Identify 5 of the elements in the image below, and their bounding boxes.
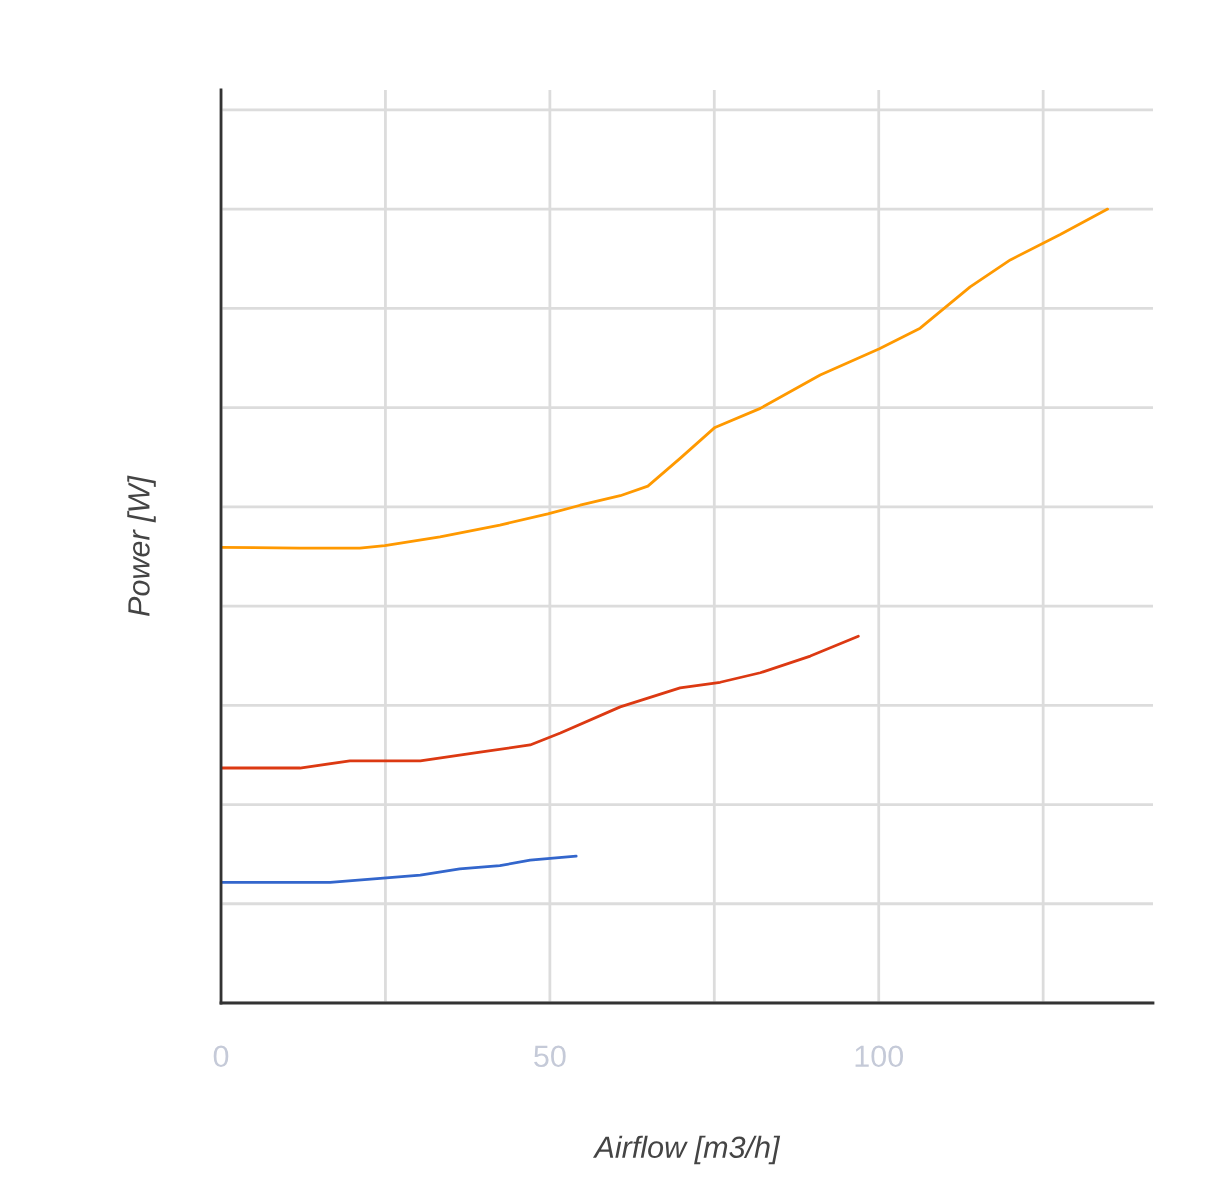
x-tick-label: 0 [213,1045,229,1068]
x-tick-label: 50 [534,1045,566,1068]
x-tick-label: 100 [855,1045,904,1068]
y-axis-title: Power [W] [127,475,156,617]
x-axis-title: Airflow [m3/h] [592,1135,781,1165]
